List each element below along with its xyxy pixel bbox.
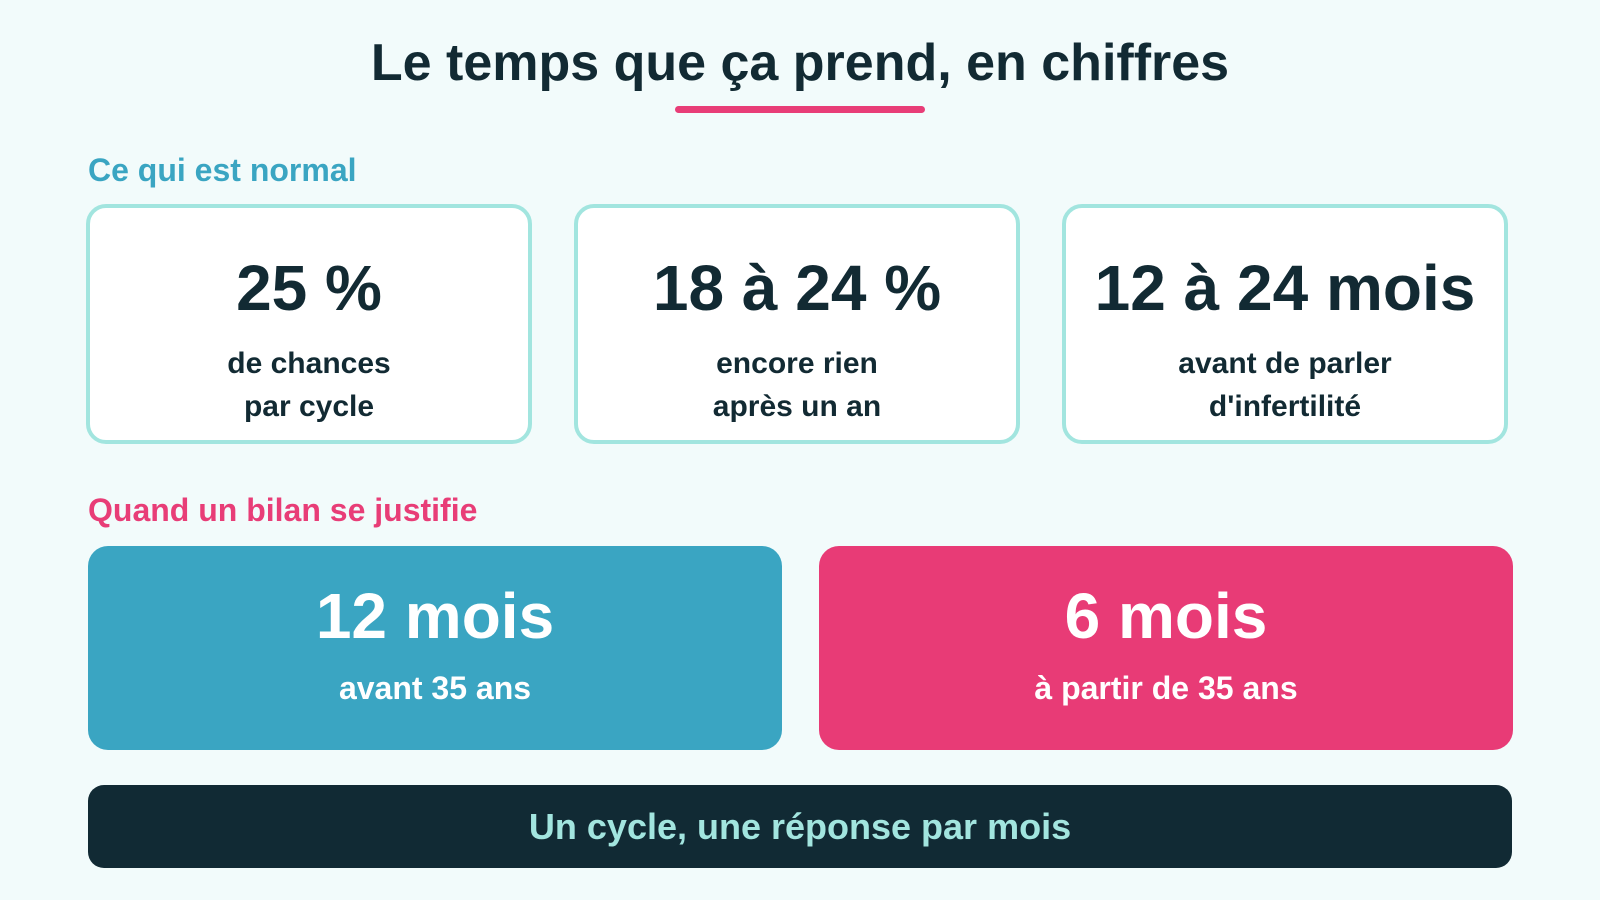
stat-card-infertility: 12 à 24 mois avant de parler d'infertili… <box>1062 204 1508 444</box>
stat-card-chances: 25 % de chances par cycle <box>86 204 532 444</box>
page-title: Le temps que ça prend, en chiffres <box>370 34 1230 92</box>
bilan-value: 6 mois <box>1064 580 1268 652</box>
stat-desc-line: encore rien <box>716 347 878 380</box>
stat-description: avant de parler d'infertilité <box>1066 342 1504 428</box>
stat-card-after-one-year: 18 à 24 % encore rien après un an <box>574 204 1020 444</box>
bilan-card-over-35: 6 mois à partir de 35 ans <box>819 546 1513 750</box>
bilan-description: à partir de 35 ans <box>1034 670 1298 706</box>
stat-description: de chances par cycle <box>90 342 528 428</box>
stat-desc-line: par cycle <box>243 390 375 423</box>
section-heading-normal: Ce qui est normal <box>88 152 357 188</box>
bilan-card-under-35: 12 mois avant 35 ans <box>88 546 782 750</box>
bilan-value: 12 mois <box>315 580 555 652</box>
stat-desc-line: de chances <box>227 347 391 380</box>
stat-description: encore rien après un an <box>578 342 1016 428</box>
title-underline <box>675 106 925 113</box>
stat-value: 25 % <box>236 252 382 324</box>
section-heading-bilan: Quand un bilan se justifie <box>88 492 478 528</box>
stat-desc-line: avant de parler <box>1178 347 1392 380</box>
bilan-description: avant 35 ans <box>338 670 532 706</box>
stat-desc-line: après un an <box>712 390 882 423</box>
stat-desc-line: d'infertilité <box>1208 390 1362 423</box>
footer-banner: Un cycle, une réponse par mois <box>88 785 1512 868</box>
stat-value: 18 à 24 % <box>652 252 942 324</box>
stat-value: 12 à 24 mois <box>1094 252 1476 324</box>
